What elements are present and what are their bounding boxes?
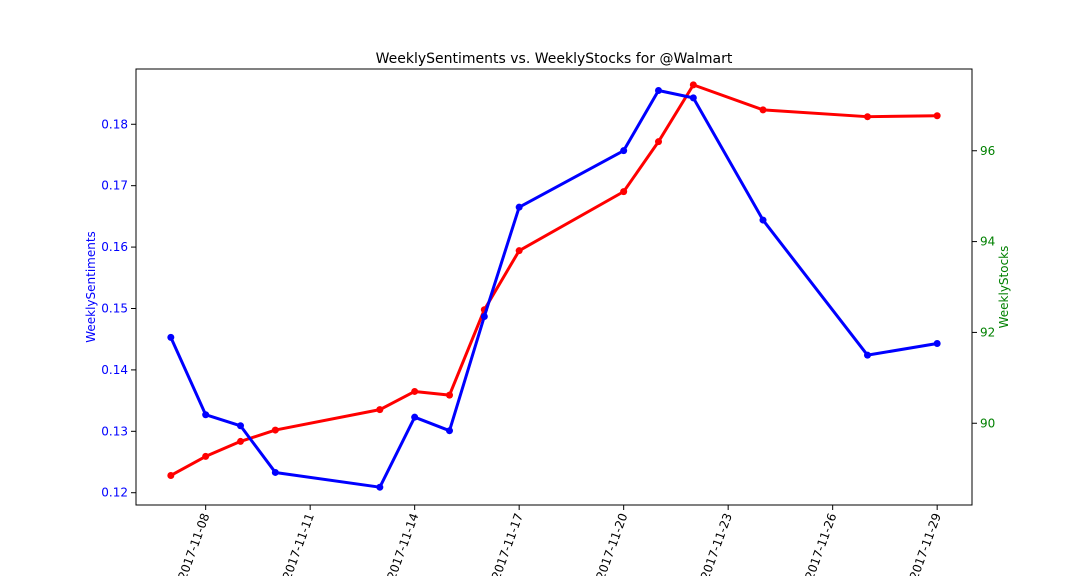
right-tick-label: 96	[980, 144, 995, 158]
data-point	[689, 81, 697, 89]
data-point	[864, 351, 871, 359]
x-tick-label: 2017-11-17	[489, 511, 526, 576]
data-point	[237, 437, 244, 445]
data-point	[376, 406, 384, 414]
x-tick-label: 2017-11-08	[175, 511, 212, 576]
left-tick-label: 0.15	[101, 301, 128, 315]
x-tick-label: 2017-11-26	[802, 511, 839, 576]
right-tick-label: 92	[980, 325, 995, 339]
x-tick-label: 2017-11-20	[593, 511, 630, 576]
data-point	[202, 411, 210, 419]
data-point	[446, 427, 453, 435]
data-point	[620, 188, 628, 196]
data-point	[167, 333, 175, 341]
left-axis-label: WeeklySentiments	[84, 231, 98, 343]
left-tick-label: 0.12	[101, 486, 128, 500]
data-point	[237, 422, 244, 430]
data-point	[655, 86, 662, 94]
data-point	[202, 452, 210, 460]
series-line	[170, 83, 938, 477]
left-tick-label: 0.17	[101, 179, 128, 193]
plot-frame	[135, 68, 973, 506]
data-point	[376, 483, 384, 491]
x-tick-label: 2017-11-14	[384, 511, 421, 576]
data-point	[446, 391, 453, 399]
data-point	[759, 106, 767, 114]
data-point	[271, 468, 279, 476]
series-layer	[167, 81, 941, 491]
data-point	[759, 216, 767, 224]
data-point	[515, 203, 523, 211]
data-point	[271, 426, 279, 434]
left-tick-label: 0.13	[101, 424, 128, 438]
right-tick-label: 94	[980, 235, 995, 249]
data-point	[933, 112, 941, 120]
x-tick-label: 2017-11-11	[280, 511, 317, 576]
left-tick-label: 0.14	[101, 363, 128, 377]
data-point	[620, 147, 628, 155]
left-tick-label: 0.16	[101, 240, 128, 254]
data-point	[655, 138, 662, 146]
x-axis: 2017-11-08 2017-11-11 2017-11-14 2017-11-17…	[175, 505, 944, 576]
data-point	[167, 471, 175, 479]
data-point	[480, 312, 488, 320]
data-point	[411, 387, 419, 395]
data-point	[864, 113, 871, 121]
left-axis: 0.12 0.13 0.14 0.15 0.16 0.17 0.18	[101, 117, 136, 500]
right-axis: 90 92 94 96	[972, 144, 995, 430]
right-tick-label: 90	[980, 416, 995, 430]
right-axis-label: WeeklyStocks	[997, 246, 1011, 329]
x-tick-label: 2017-11-23	[698, 511, 735, 576]
x-tick-label: 2017-11-29	[907, 511, 944, 576]
chart-title: WeeklySentiments vs. WeeklyStocks for @W…	[376, 51, 733, 67]
data-point	[515, 247, 523, 255]
data-point	[689, 94, 697, 102]
left-tick-label: 0.18	[101, 117, 128, 131]
data-point	[933, 339, 941, 347]
data-point	[411, 413, 419, 421]
